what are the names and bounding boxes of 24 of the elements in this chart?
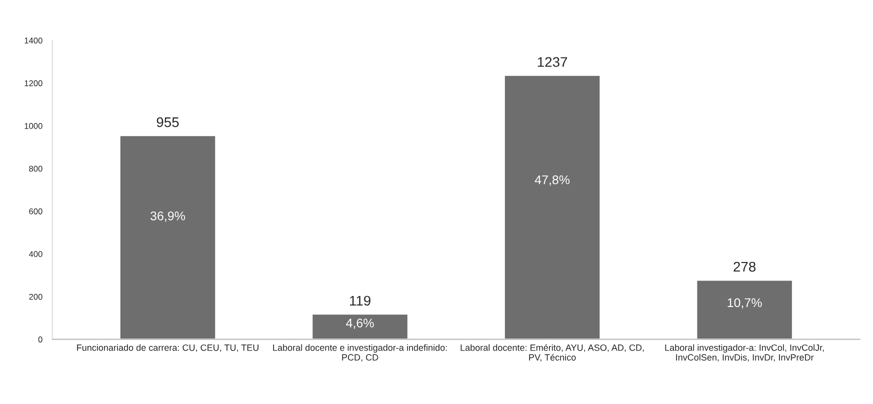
data-label: 278 [734,262,756,272]
data-label: 119 [350,296,370,306]
x-tick-label: Funcionariado de carrera: CU, CEU, TU, TEU [77,344,258,352]
data-label: 955 [156,117,179,128]
annotation: 47,8% [534,175,570,186]
bar [504,74,602,340]
annotation: 36,9% [150,212,186,222]
y-tick-label: 400 [28,251,42,258]
bar [311,313,409,340]
y-tick-label: 0 [38,336,42,342]
y-tick-label: 600 [29,208,42,214]
annotation: 4,6% [346,318,374,329]
x-tick-label: Laboral docente e investigador-a indefinido: PCD, CD [273,344,447,362]
y-tick-label: 200 [29,294,42,300]
y-tick-label: 1000 [24,123,42,129]
x-tick-label: Laboral docente: Emérito, AYU, ASO, AD, CD, PV, Técnico [460,344,644,362]
y-tick-label: 1400 [24,38,42,44]
data-label: 1237 [538,57,568,67]
y-tick-label: 1200 [24,80,42,86]
bar [696,279,794,340]
annotation: 10,7% [728,298,762,309]
bar [118,134,217,340]
y-tick-label: 800 [29,166,42,172]
x-tick-label: Laboral investigador-a: InvCol, InvColJr, InvColSen, InvDis, InvDr, InvPreDr [665,344,824,362]
